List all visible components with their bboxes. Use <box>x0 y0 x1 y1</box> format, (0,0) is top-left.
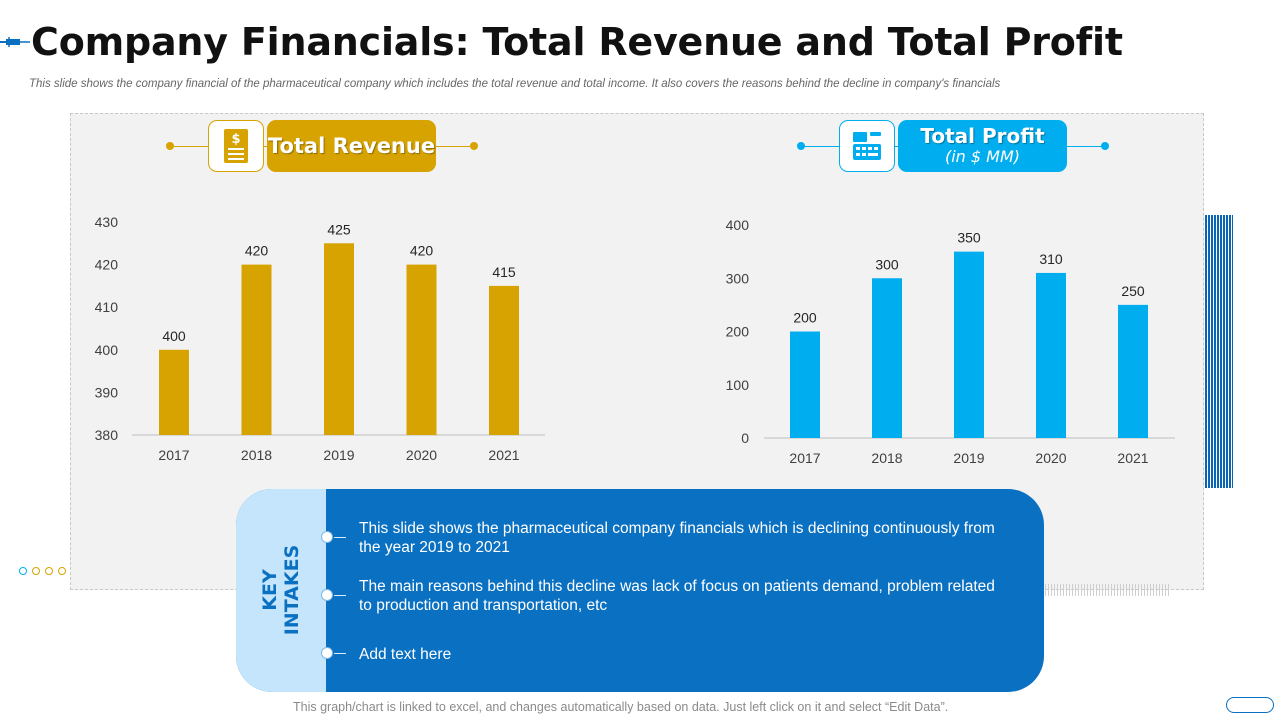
profit-icon-box <box>839 120 895 172</box>
svg-text:$: $ <box>231 132 240 147</box>
profit-data-label: 300 <box>875 256 899 272</box>
profit-x-tick-label: 2019 <box>953 450 984 466</box>
revenue-y-tick-label: 420 <box>95 257 119 273</box>
profit-header-label: Total Profit <box>920 124 1045 148</box>
revenue-x-tick-label: 2020 <box>406 447 437 463</box>
footer-note: This graph/chart is linked to excel, and… <box>293 700 949 714</box>
profit-y-tick-label: 400 <box>726 217 750 233</box>
profit-data-label: 200 <box>793 310 817 326</box>
page-subtitle: This slide shows the company financial o… <box>29 78 1001 90</box>
key-intakes-label-line1: KEY <box>259 569 281 611</box>
profit-bar-2021 <box>1118 304 1148 438</box>
profit-y-tick-label: 0 <box>741 430 749 446</box>
revenue-bar-2020 <box>406 264 437 435</box>
decorative-dot <box>32 567 40 575</box>
profit-y-tick-label: 200 <box>726 324 750 340</box>
decorative-dot <box>58 567 66 575</box>
revenue-y-tick-label: 410 <box>95 299 119 315</box>
profit-data-label: 350 <box>957 230 981 246</box>
profit-bar-2019 <box>954 251 984 438</box>
revenue-icon-box: $ <box>208 120 264 172</box>
revenue-header-pill: Total Revenue <box>267 120 436 172</box>
corner-decoration <box>1226 697 1274 713</box>
profit-data-label: 310 <box>1039 251 1063 267</box>
profit-y-tick-label: 300 <box>726 270 750 286</box>
key-intakes-tab <box>236 489 326 692</box>
revenue-header-dot-right <box>470 142 478 150</box>
decorative-stripes <box>1205 215 1233 488</box>
bullet-tick <box>334 653 346 654</box>
profit-bar-2018 <box>872 278 902 438</box>
revenue-y-tick-label: 400 <box>95 342 119 358</box>
revenue-bar-2018 <box>241 264 272 435</box>
profit-x-tick-label: 2021 <box>1117 450 1148 466</box>
key-intake-item: This slide shows the pharmaceutical comp… <box>359 520 995 556</box>
profit-y-tick-label: 100 <box>726 377 750 393</box>
bullet-dot <box>321 589 333 601</box>
profit-x-tick-label: 2020 <box>1035 450 1066 466</box>
revenue-x-tick-label: 2018 <box>241 447 272 463</box>
calculator-icon <box>853 132 881 160</box>
document-dollar-icon: $ <box>224 129 248 163</box>
bullet-tick <box>334 537 346 538</box>
decorative-dot <box>45 567 53 575</box>
key-intake-item: The main reasons behind this decline was… <box>359 578 995 614</box>
decorative-ticks <box>1045 584 1170 596</box>
revenue-x-tick-label: 2021 <box>488 447 519 463</box>
revenue-y-tick-label: 380 <box>95 427 119 443</box>
profit-x-tick-label: 2018 <box>871 450 902 466</box>
bullet-dot <box>321 531 333 543</box>
profit-data-label: 250 <box>1121 283 1145 299</box>
profit-bar-2017 <box>790 331 820 438</box>
revenue-data-label: 400 <box>162 328 186 344</box>
bullet-tick <box>334 595 346 596</box>
revenue-bar-2019 <box>324 243 354 435</box>
bullet-dot <box>321 647 333 659</box>
syringe-icon <box>0 37 30 47</box>
revenue-data-label: 420 <box>245 243 269 259</box>
profit-header-sublabel: (in $ MM) <box>944 147 1021 166</box>
key-intakes-box <box>236 489 1044 692</box>
decorative-dot <box>19 567 27 575</box>
profit-x-tick-label: 2017 <box>789 450 820 466</box>
key-intakes-label-line2: INTAKES <box>281 544 303 636</box>
revenue-bar-2017 <box>159 349 189 435</box>
page-title: Company Financials: Total Revenue and To… <box>31 20 1123 64</box>
revenue-x-tick-label: 2017 <box>158 447 189 463</box>
revenue-y-tick-label: 390 <box>95 384 119 400</box>
profit-bar-2020 <box>1036 272 1066 438</box>
key-intake-item: Add text here <box>359 646 452 663</box>
revenue-data-label: 415 <box>492 264 516 280</box>
profit-header-dot-left <box>797 142 805 150</box>
revenue-data-label: 425 <box>327 221 351 237</box>
profit-header-pill: Total Profit (in $ MM) <box>898 120 1067 172</box>
revenue-bar-2021 <box>489 285 519 435</box>
revenue-y-tick-label: 430 <box>95 214 119 230</box>
key-intakes-label: KEY INTAKES <box>259 545 303 636</box>
revenue-data-label: 420 <box>410 243 434 259</box>
decorative-dots <box>19 567 66 575</box>
profit-header-dot-right <box>1101 142 1109 150</box>
revenue-x-tick-label: 2019 <box>323 447 354 463</box>
revenue-header-dot-left <box>166 142 174 150</box>
